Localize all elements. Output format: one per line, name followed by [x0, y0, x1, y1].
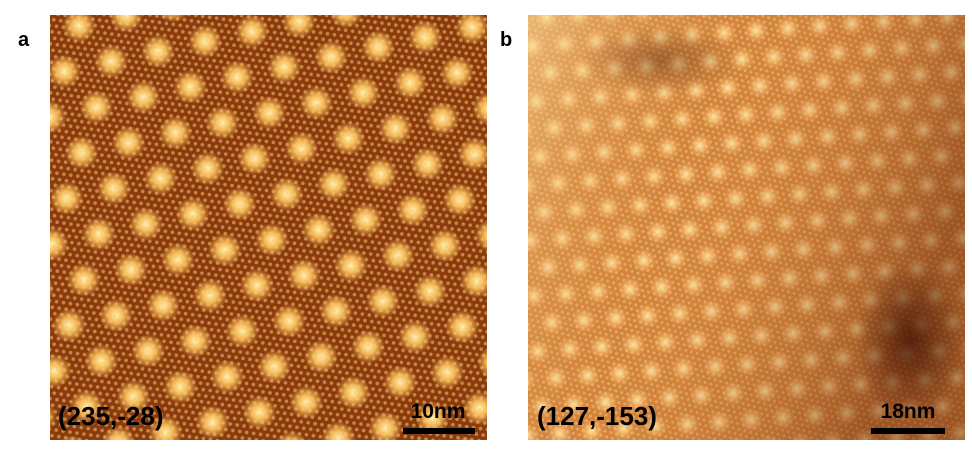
scale-bar	[871, 428, 945, 434]
scale-bar-label: 18nm	[881, 400, 936, 423]
atomic-lattice	[50, 15, 487, 440]
dark-region	[580, 25, 740, 95]
panel-a: a (235,-28) 10nm	[18, 15, 487, 440]
scale-bar	[403, 428, 475, 434]
scale-bar-label: 10nm	[411, 400, 466, 423]
panel-label: b	[500, 29, 512, 51]
panel-b: b (127,-153) 18nm	[500, 15, 965, 440]
panel-label: a	[18, 29, 30, 51]
dark-region	[855, 260, 965, 420]
twist-coordinates: (235,-28)	[58, 401, 164, 431]
twist-coordinates: (127,-153)	[537, 401, 657, 431]
